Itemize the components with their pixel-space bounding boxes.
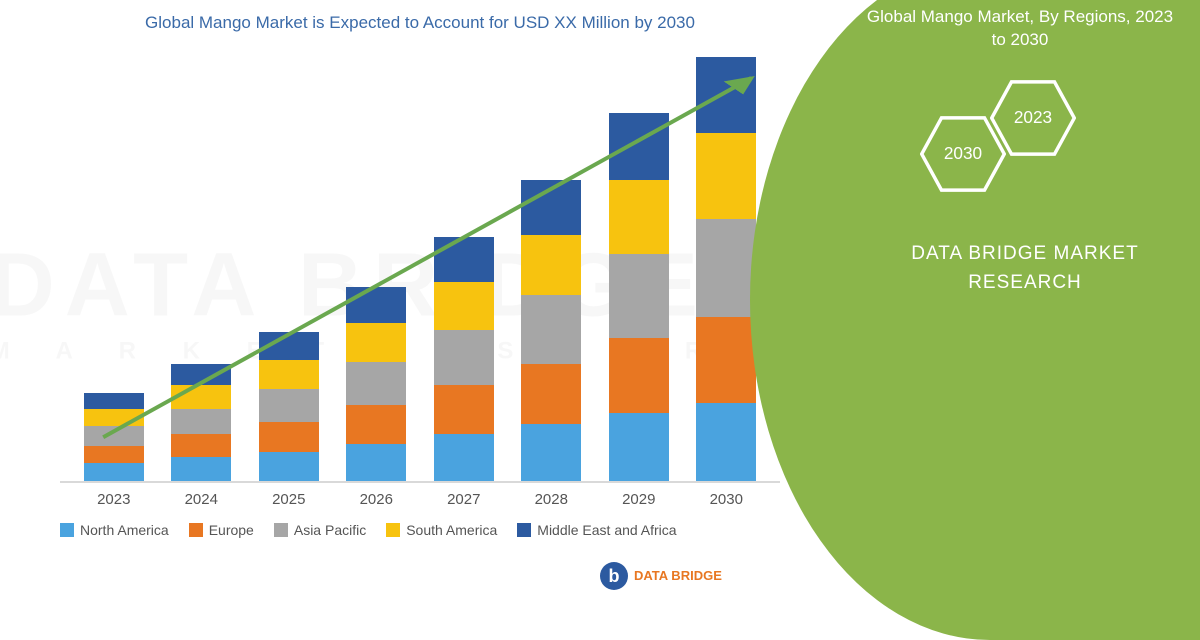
- bar-segment: [84, 393, 144, 409]
- bar-segment: [434, 237, 494, 282]
- bar-segment: [521, 295, 581, 363]
- brand-line2: RESEARCH: [968, 272, 1082, 293]
- bar: [609, 113, 669, 481]
- bar-segment: [609, 338, 669, 412]
- bar-segment: [171, 409, 231, 434]
- x-axis-label: 2028: [521, 491, 581, 508]
- bar-segment: [696, 403, 756, 481]
- bar-segment: [259, 452, 319, 481]
- legend-item: Asia Pacific: [274, 522, 366, 538]
- legend-label: Europe: [209, 522, 254, 538]
- legend-swatch: [189, 523, 203, 537]
- legend-label: South America: [406, 522, 497, 538]
- bar-segment: [609, 413, 669, 481]
- bar-segment: [696, 317, 756, 403]
- bar-segment: [84, 426, 144, 446]
- bar-segment: [434, 282, 494, 331]
- bar-segment: [346, 405, 406, 444]
- bar-segment: [434, 330, 494, 385]
- bar-segment: [346, 323, 406, 362]
- x-axis-label: 2026: [346, 491, 406, 508]
- bar-segment: [521, 235, 581, 296]
- x-axis-label: 2025: [259, 491, 319, 508]
- bar: [696, 57, 756, 481]
- legend: North America Europe Asia Pacific South Ame…: [50, 508, 790, 538]
- bar-segment: [521, 180, 581, 235]
- bar: [434, 237, 494, 481]
- bar-segment: [434, 434, 494, 481]
- bar-segment: [171, 385, 231, 408]
- legend-item: Europe: [189, 522, 254, 538]
- bar-segment: [84, 409, 144, 427]
- panel-title: Global Mango Market, By Regions, 2023 to…: [860, 6, 1180, 52]
- brand-text: DATA BRIDGE MARKET RESEARCH: [890, 240, 1160, 297]
- bar-segment: [171, 457, 231, 480]
- bar-segment: [259, 422, 319, 451]
- bar: [171, 364, 231, 481]
- x-axis-labels: 2023 2024 2025 2026 2027 2028 2029 2030: [60, 483, 780, 508]
- legend-label: Middle East and Africa: [537, 522, 676, 538]
- bar-segment: [609, 113, 669, 179]
- legend-swatch: [517, 523, 531, 537]
- bar-segment: [259, 389, 319, 422]
- bar-segment: [696, 133, 756, 219]
- bar-segment: [609, 254, 669, 338]
- bar-segment: [521, 364, 581, 425]
- hex-badge-2023: 2023: [990, 80, 1076, 156]
- svg-text:2023: 2023: [1014, 107, 1052, 127]
- svg-text:2030: 2030: [944, 143, 982, 163]
- x-axis-label: 2030: [696, 491, 756, 508]
- bar-segment: [346, 362, 406, 405]
- legend-item: South America: [386, 522, 497, 538]
- bar: [84, 393, 144, 481]
- legend-swatch: [386, 523, 400, 537]
- logo-icon: b: [600, 562, 628, 590]
- logo-line1: DATA BRIDGE: [634, 569, 722, 583]
- chart-plot: [60, 43, 780, 483]
- bar-segment: [609, 180, 669, 254]
- legend-label: Asia Pacific: [294, 522, 366, 538]
- bar-segment: [259, 332, 319, 359]
- bar-segment: [521, 424, 581, 481]
- legend-swatch: [274, 523, 288, 537]
- bar-segment: [259, 360, 319, 389]
- x-axis-label: 2029: [609, 491, 669, 508]
- chart-container: Global Mango Market is Expected to Accou…: [40, 0, 800, 560]
- legend-item: North America: [60, 522, 169, 538]
- x-axis-label: 2027: [434, 491, 494, 508]
- bar-segment: [346, 444, 406, 481]
- chart-title: Global Mango Market is Expected to Accou…: [40, 0, 800, 43]
- bar: [346, 287, 406, 481]
- bar-segment: [171, 364, 231, 386]
- bar-group: [60, 43, 780, 481]
- bar: [259, 332, 319, 481]
- brand-line1: DATA BRIDGE MARKET: [911, 243, 1138, 264]
- bar-segment: [696, 219, 756, 317]
- x-axis-label: 2024: [171, 491, 231, 508]
- bar-segment: [84, 446, 144, 464]
- bar-segment: [346, 287, 406, 322]
- logo-text: DATA BRIDGE: [634, 569, 722, 583]
- right-panel: Global Mango Market, By Regions, 2023 to…: [820, 0, 1200, 600]
- bar-segment: [696, 57, 756, 133]
- bar-segment: [84, 463, 144, 481]
- bar-segment: [434, 385, 494, 434]
- panel-background-curve: [750, 0, 1200, 640]
- bar-segment: [171, 434, 231, 457]
- bottom-logo: b DATA BRIDGE: [600, 562, 722, 590]
- legend-swatch: [60, 523, 74, 537]
- legend-item: Middle East and Africa: [517, 522, 676, 538]
- x-axis-label: 2023: [84, 491, 144, 508]
- legend-label: North America: [80, 522, 169, 538]
- bar: [521, 180, 581, 481]
